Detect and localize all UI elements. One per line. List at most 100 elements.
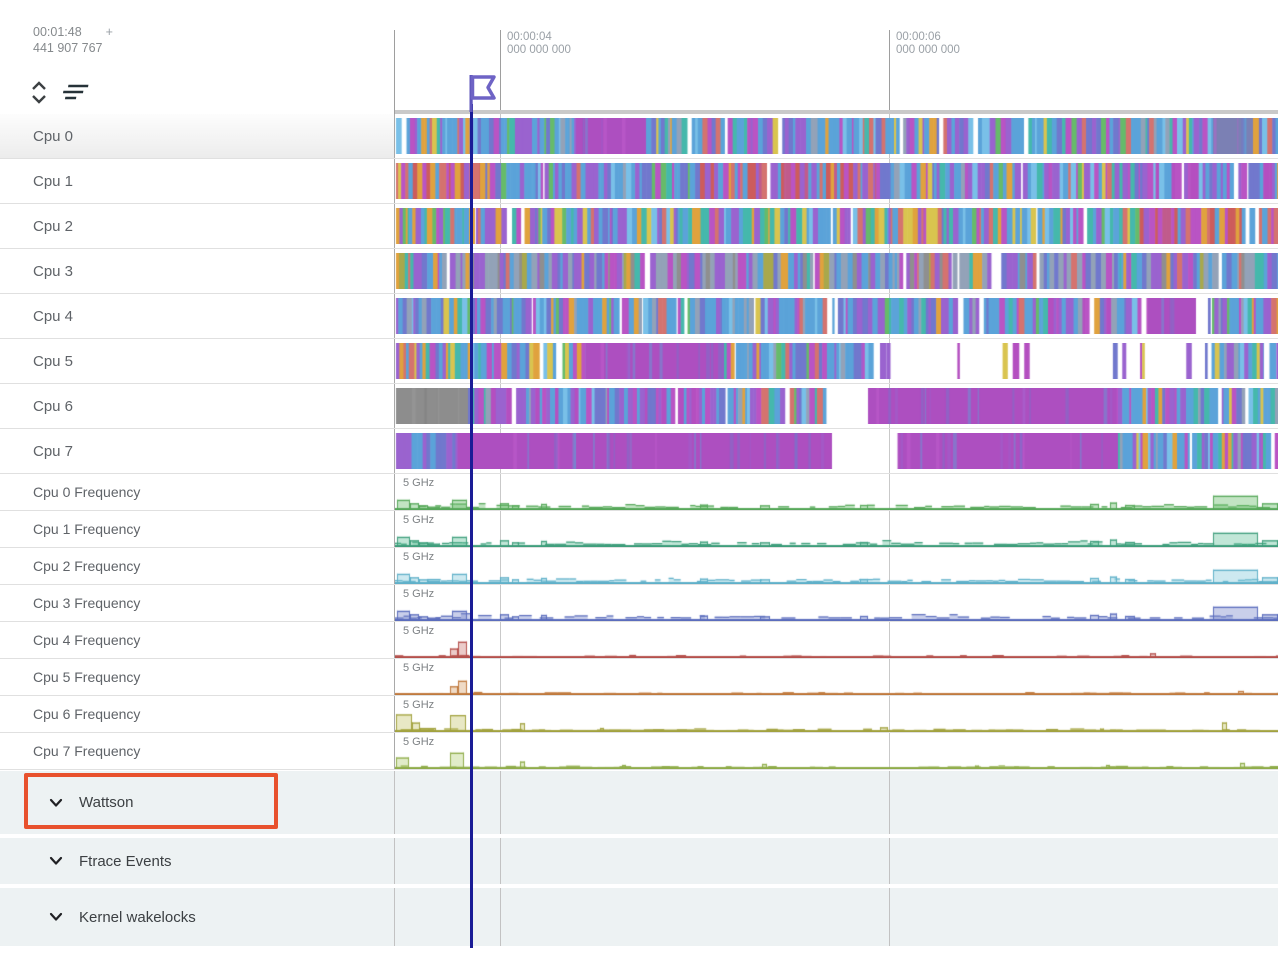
group-label-text: Kernel wakelocks xyxy=(79,908,196,926)
group-gridline xyxy=(500,888,501,946)
freq-track-row: Cpu 4 Frequency 5 GHz xyxy=(0,622,1278,659)
cpu-track-canvas-3 xyxy=(395,253,1278,289)
cpu-track-row: Cpu 3 xyxy=(0,249,1278,294)
track-label-cpu-7[interactable]: Cpu 7 xyxy=(0,429,395,473)
group-gridline xyxy=(889,838,890,884)
track-label-text: Cpu 7 xyxy=(33,442,74,460)
track-label-freq-4[interactable]: Cpu 4 Frequency xyxy=(0,622,395,658)
track-label-text: Cpu 4 xyxy=(33,307,74,325)
cpu-track-canvas-4 xyxy=(395,298,1278,334)
freq-track-area-7[interactable]: 5 GHz xyxy=(395,733,1278,769)
track-label-freq-3[interactable]: Cpu 3 Frequency xyxy=(0,585,395,621)
track-label-text: Cpu 2 xyxy=(33,217,74,235)
track-label-text: Cpu 5 xyxy=(33,352,74,370)
freq-track-canvas-4 xyxy=(395,624,1278,658)
freq-track-area-1[interactable]: 5 GHz xyxy=(395,511,1278,547)
track-label-text: Cpu 0 xyxy=(33,127,74,145)
freq-track-area-4[interactable]: 5 GHz xyxy=(395,622,1278,658)
cpu-track-area-6[interactable] xyxy=(395,384,1278,428)
track-label-cpu-5[interactable]: Cpu 5 xyxy=(0,339,395,383)
sort-tracks-icon[interactable] xyxy=(56,82,94,104)
freq-scale-label: 5 GHz xyxy=(403,551,435,563)
track-label-cpu-3[interactable]: Cpu 3 xyxy=(0,249,395,293)
track-label-text: Cpu 6 xyxy=(33,397,74,415)
cpu-track-area-0[interactable] xyxy=(395,114,1278,158)
cpu-track-row: Cpu 4 xyxy=(0,294,1278,339)
group-label-text: Wattson xyxy=(79,794,134,811)
freq-track-canvas-3 xyxy=(395,587,1278,621)
track-label-freq-1[interactable]: Cpu 1 Frequency xyxy=(0,511,395,547)
track-label-text: Cpu 7 Frequency xyxy=(33,743,141,759)
freq-track-row: Cpu 3 Frequency 5 GHz xyxy=(0,585,1278,622)
group-gridline xyxy=(394,888,395,946)
track-label-freq-2[interactable]: Cpu 2 Frequency xyxy=(0,548,395,584)
freq-track-row: Cpu 0 Frequency 5 GHz xyxy=(0,474,1278,511)
freq-track-area-2[interactable]: 5 GHz xyxy=(395,548,1278,584)
track-label-cpu-1[interactable]: Cpu 1 xyxy=(0,159,395,203)
chevron-down-icon[interactable] xyxy=(48,795,64,811)
header-gridline xyxy=(500,30,501,114)
freq-track-row: Cpu 6 Frequency 5 GHz xyxy=(0,696,1278,733)
group-gridline xyxy=(394,771,395,834)
group-label-text: Ftrace Events xyxy=(79,852,172,870)
track-label-cpu-0[interactable]: Cpu 0 xyxy=(0,114,395,158)
track-label-cpu-4[interactable]: Cpu 4 xyxy=(0,294,395,338)
track-label-text: Cpu 4 Frequency xyxy=(33,632,141,648)
group-gridline xyxy=(500,838,501,884)
group-row-kernel-wakelocks[interactable]: Kernel wakelocks xyxy=(0,888,1278,946)
freq-track-canvas-7 xyxy=(395,735,1278,769)
track-label-freq-5[interactable]: Cpu 5 Frequency xyxy=(0,659,395,695)
chevron-down-icon[interactable] xyxy=(48,909,64,925)
track-label-text: Cpu 0 Frequency xyxy=(33,484,141,500)
track-label-cpu-6[interactable]: Cpu 6 xyxy=(0,384,395,428)
unfold-more-icon[interactable] xyxy=(29,79,49,107)
track-rows: Cpu 0 Cpu 1 Cpu 2 Cpu 3 Cpu 4 Cpu 5 Cpu 6 Cpu 7… xyxy=(0,114,1278,946)
track-label-freq-0[interactable]: Cpu 0 Frequency xyxy=(0,474,395,510)
cpu-track-canvas-6 xyxy=(395,388,1278,424)
flag-marker-icon[interactable] xyxy=(466,74,498,114)
cpu-track-row: Cpu 7 xyxy=(0,429,1278,474)
group-gridline xyxy=(394,838,395,884)
timeline-header: 00:01:48 +441 907 767 00:00:04 000 000 000 0… xyxy=(0,0,1278,114)
freq-scale-label: 5 GHz xyxy=(403,477,435,489)
track-label-text: Cpu 3 Frequency xyxy=(33,595,141,611)
selection-ns-value: 441 907 767 xyxy=(33,41,103,55)
freq-scale-label: 5 GHz xyxy=(403,699,435,711)
track-label-cpu-2[interactable]: Cpu 2 xyxy=(0,204,395,248)
freq-track-area-3[interactable]: 5 GHz xyxy=(395,585,1278,621)
group-row-wattson[interactable]: Wattson xyxy=(0,771,1278,834)
freq-track-area-0[interactable]: 5 GHz xyxy=(395,474,1278,510)
chevron-down-icon[interactable] xyxy=(48,853,64,869)
cpu-track-area-7[interactable] xyxy=(395,429,1278,473)
tick-label-ns: 000 000 000 xyxy=(896,44,960,56)
freq-track-canvas-5 xyxy=(395,661,1278,695)
track-label-text: Cpu 6 Frequency xyxy=(33,706,141,722)
group-row-ftrace-events[interactable]: Ftrace Events xyxy=(0,838,1278,884)
cpu-track-row: Cpu 2 xyxy=(0,204,1278,249)
freq-scale-label: 5 GHz xyxy=(403,662,435,674)
cpu-track-area-2[interactable] xyxy=(395,204,1278,248)
freq-track-canvas-6 xyxy=(395,698,1278,732)
cpu-track-canvas-2 xyxy=(395,208,1278,244)
cpu-track-canvas-7 xyxy=(395,433,1278,469)
group-gridline xyxy=(500,771,501,834)
tick-label-ns: 000 000 000 xyxy=(507,44,571,56)
freq-track-row: Cpu 2 Frequency 5 GHz xyxy=(0,548,1278,585)
selection-time-line: 00:01:48 + xyxy=(33,24,113,40)
cpu-track-area-3[interactable] xyxy=(395,249,1278,293)
cpu-track-area-5[interactable] xyxy=(395,339,1278,383)
freq-track-area-5[interactable]: 5 GHz xyxy=(395,659,1278,695)
header-gridline xyxy=(394,30,395,114)
cpu-track-area-1[interactable] xyxy=(395,159,1278,203)
track-label-freq-6[interactable]: Cpu 6 Frequency xyxy=(0,696,395,732)
cpu-track-area-4[interactable] xyxy=(395,294,1278,338)
freq-track-area-6[interactable]: 5 GHz xyxy=(395,696,1278,732)
track-label-text: Cpu 2 Frequency xyxy=(33,558,141,574)
freq-track-canvas-0 xyxy=(395,476,1278,510)
track-label-freq-7[interactable]: Cpu 7 Frequency xyxy=(0,733,395,769)
group-gridline xyxy=(889,888,890,946)
selection-time-value: 00:01:48 xyxy=(33,25,82,39)
track-label-text: Cpu 5 Frequency xyxy=(33,669,141,685)
freq-scale-label: 5 GHz xyxy=(403,736,435,748)
